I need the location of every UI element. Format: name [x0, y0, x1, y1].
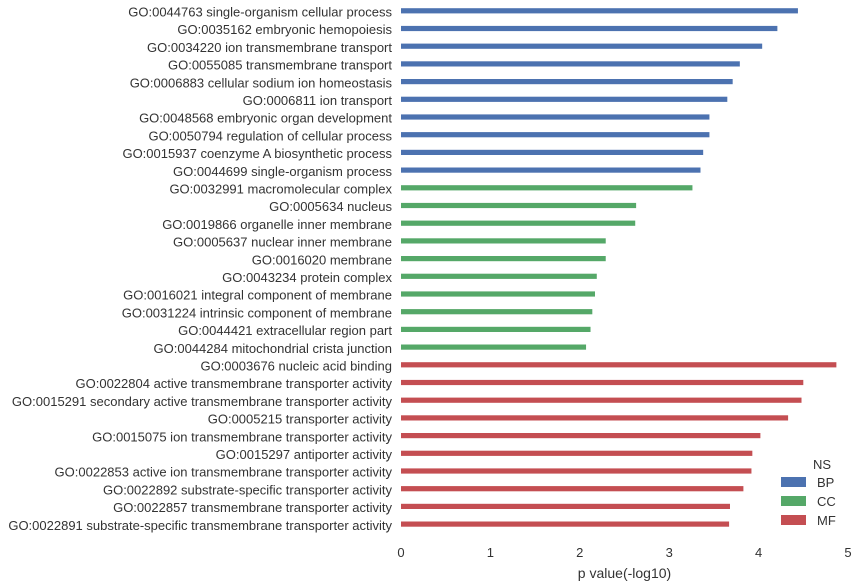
x-ticks-layer: 0 1 2 3 4 5	[397, 545, 851, 560]
bar-bp	[401, 25, 778, 32]
bars-layer	[401, 8, 837, 527]
category-label: GO:0003676 nucleic acid binding	[200, 359, 392, 374]
bar-cc	[401, 238, 606, 244]
category-label: GO:0050794 regulation of cellular proces…	[148, 128, 392, 143]
category-label: GO:0022853 active ion transmembrane tran…	[55, 465, 393, 480]
category-label: GO:0031224 intrinsic component of membra…	[122, 305, 392, 320]
category-label: GO:0044421 extracellular region part	[178, 323, 392, 338]
bar-bp	[401, 167, 701, 173]
x-tick-label: 0	[397, 545, 404, 560]
x-tick-label: 2	[576, 545, 583, 560]
category-labels-layer: GO:0044763 single-organism cellular proc…	[8, 5, 392, 533]
bar-mf	[401, 468, 752, 474]
bar-mf	[401, 521, 730, 527]
category-label: GO:0055085 transmembrane transport	[168, 58, 392, 73]
category-label: GO:0044284 mitochondrial crista junction	[154, 341, 392, 356]
category-label: GO:0043234 protein complex	[222, 270, 392, 285]
legend-swatch-mf	[781, 515, 806, 525]
bar-mf	[401, 486, 744, 492]
bar-cc	[401, 309, 593, 315]
bar-cc	[401, 344, 587, 350]
x-axis-label: p value(-log10)	[578, 565, 671, 581]
bar-mf	[401, 397, 802, 403]
bar-bp	[401, 79, 733, 85]
category-label: GO:0015291 secondary active transmembran…	[12, 394, 393, 409]
category-label: GO:0034220 ion transmembrane transport	[147, 40, 392, 55]
bar-mf	[401, 503, 730, 509]
category-label: GO:0022857 transmembrane transporter act…	[113, 500, 392, 515]
bar-bp	[401, 61, 740, 67]
x-tick-label: 4	[755, 545, 762, 560]
category-label: GO:0032991 macromolecular complex	[169, 182, 392, 197]
bar-cc	[401, 202, 637, 209]
category-label: GO:0044763 single-organism cellular proc…	[128, 5, 392, 20]
legend-label-mf: MF	[817, 513, 836, 528]
category-label: GO:0015075 ion transmembrane transporter…	[92, 429, 392, 444]
bar-mf	[401, 450, 753, 456]
category-label: GO:0016020 membrane	[252, 252, 392, 267]
category-label: GO:0005215 transporter activity	[208, 412, 393, 427]
legend-swatch-cc	[781, 496, 806, 506]
category-label: GO:0015297 antiporter activity	[216, 447, 393, 462]
legend: NS BP CC MF	[781, 457, 836, 528]
category-label: GO:0006811 ion transport	[243, 93, 393, 108]
x-tick-label: 1	[487, 545, 494, 560]
bar-cc	[401, 256, 606, 262]
legend-swatch-bp	[781, 477, 806, 487]
bar-bp	[401, 8, 798, 14]
bar-cc	[401, 291, 595, 297]
category-label: GO:0005637 nuclear inner membrane	[173, 235, 392, 250]
bar-mf	[401, 433, 761, 439]
category-label: GO:0006883 cellular sodium ion homeostas…	[130, 75, 393, 90]
x-tick-label: 3	[666, 545, 673, 560]
legend-label-bp: BP	[817, 475, 834, 490]
category-label: GO:0048568 embryonic organ development	[139, 111, 392, 126]
category-label: GO:0005634 nucleus	[269, 199, 392, 214]
bar-bp	[401, 114, 710, 120]
bar-mf	[401, 379, 804, 386]
bar-bp	[401, 132, 710, 138]
legend-label-cc: CC	[817, 494, 836, 509]
x-tick-label: 5	[844, 545, 851, 560]
bar-cc	[401, 185, 693, 191]
category-label: GO:0019866 organelle inner membrane	[162, 217, 392, 232]
category-label: GO:0035162 embryonic hemopoiesis	[177, 22, 392, 37]
bar-bp	[401, 96, 728, 102]
category-label: GO:0015937 coenzyme A biosynthetic proce…	[122, 146, 392, 161]
category-label: GO:0022891 substrate-specific transmembr…	[8, 518, 392, 533]
bar-cc	[401, 273, 597, 279]
category-label: GO:0022892 substrate-specific transporte…	[103, 482, 393, 497]
bar-mf	[401, 415, 789, 421]
bar-mf	[401, 362, 837, 368]
legend-title: NS	[813, 457, 831, 472]
bar-cc	[401, 220, 636, 226]
category-label: GO:0022804 active transmembrane transpor…	[76, 376, 393, 391]
bar-cc	[401, 326, 591, 332]
bar-bp	[401, 43, 763, 49]
category-label: GO:0044699 single-organism process	[173, 164, 392, 179]
category-label: GO:0016021 integral component of membran…	[123, 288, 392, 303]
bar-bp	[401, 149, 704, 155]
